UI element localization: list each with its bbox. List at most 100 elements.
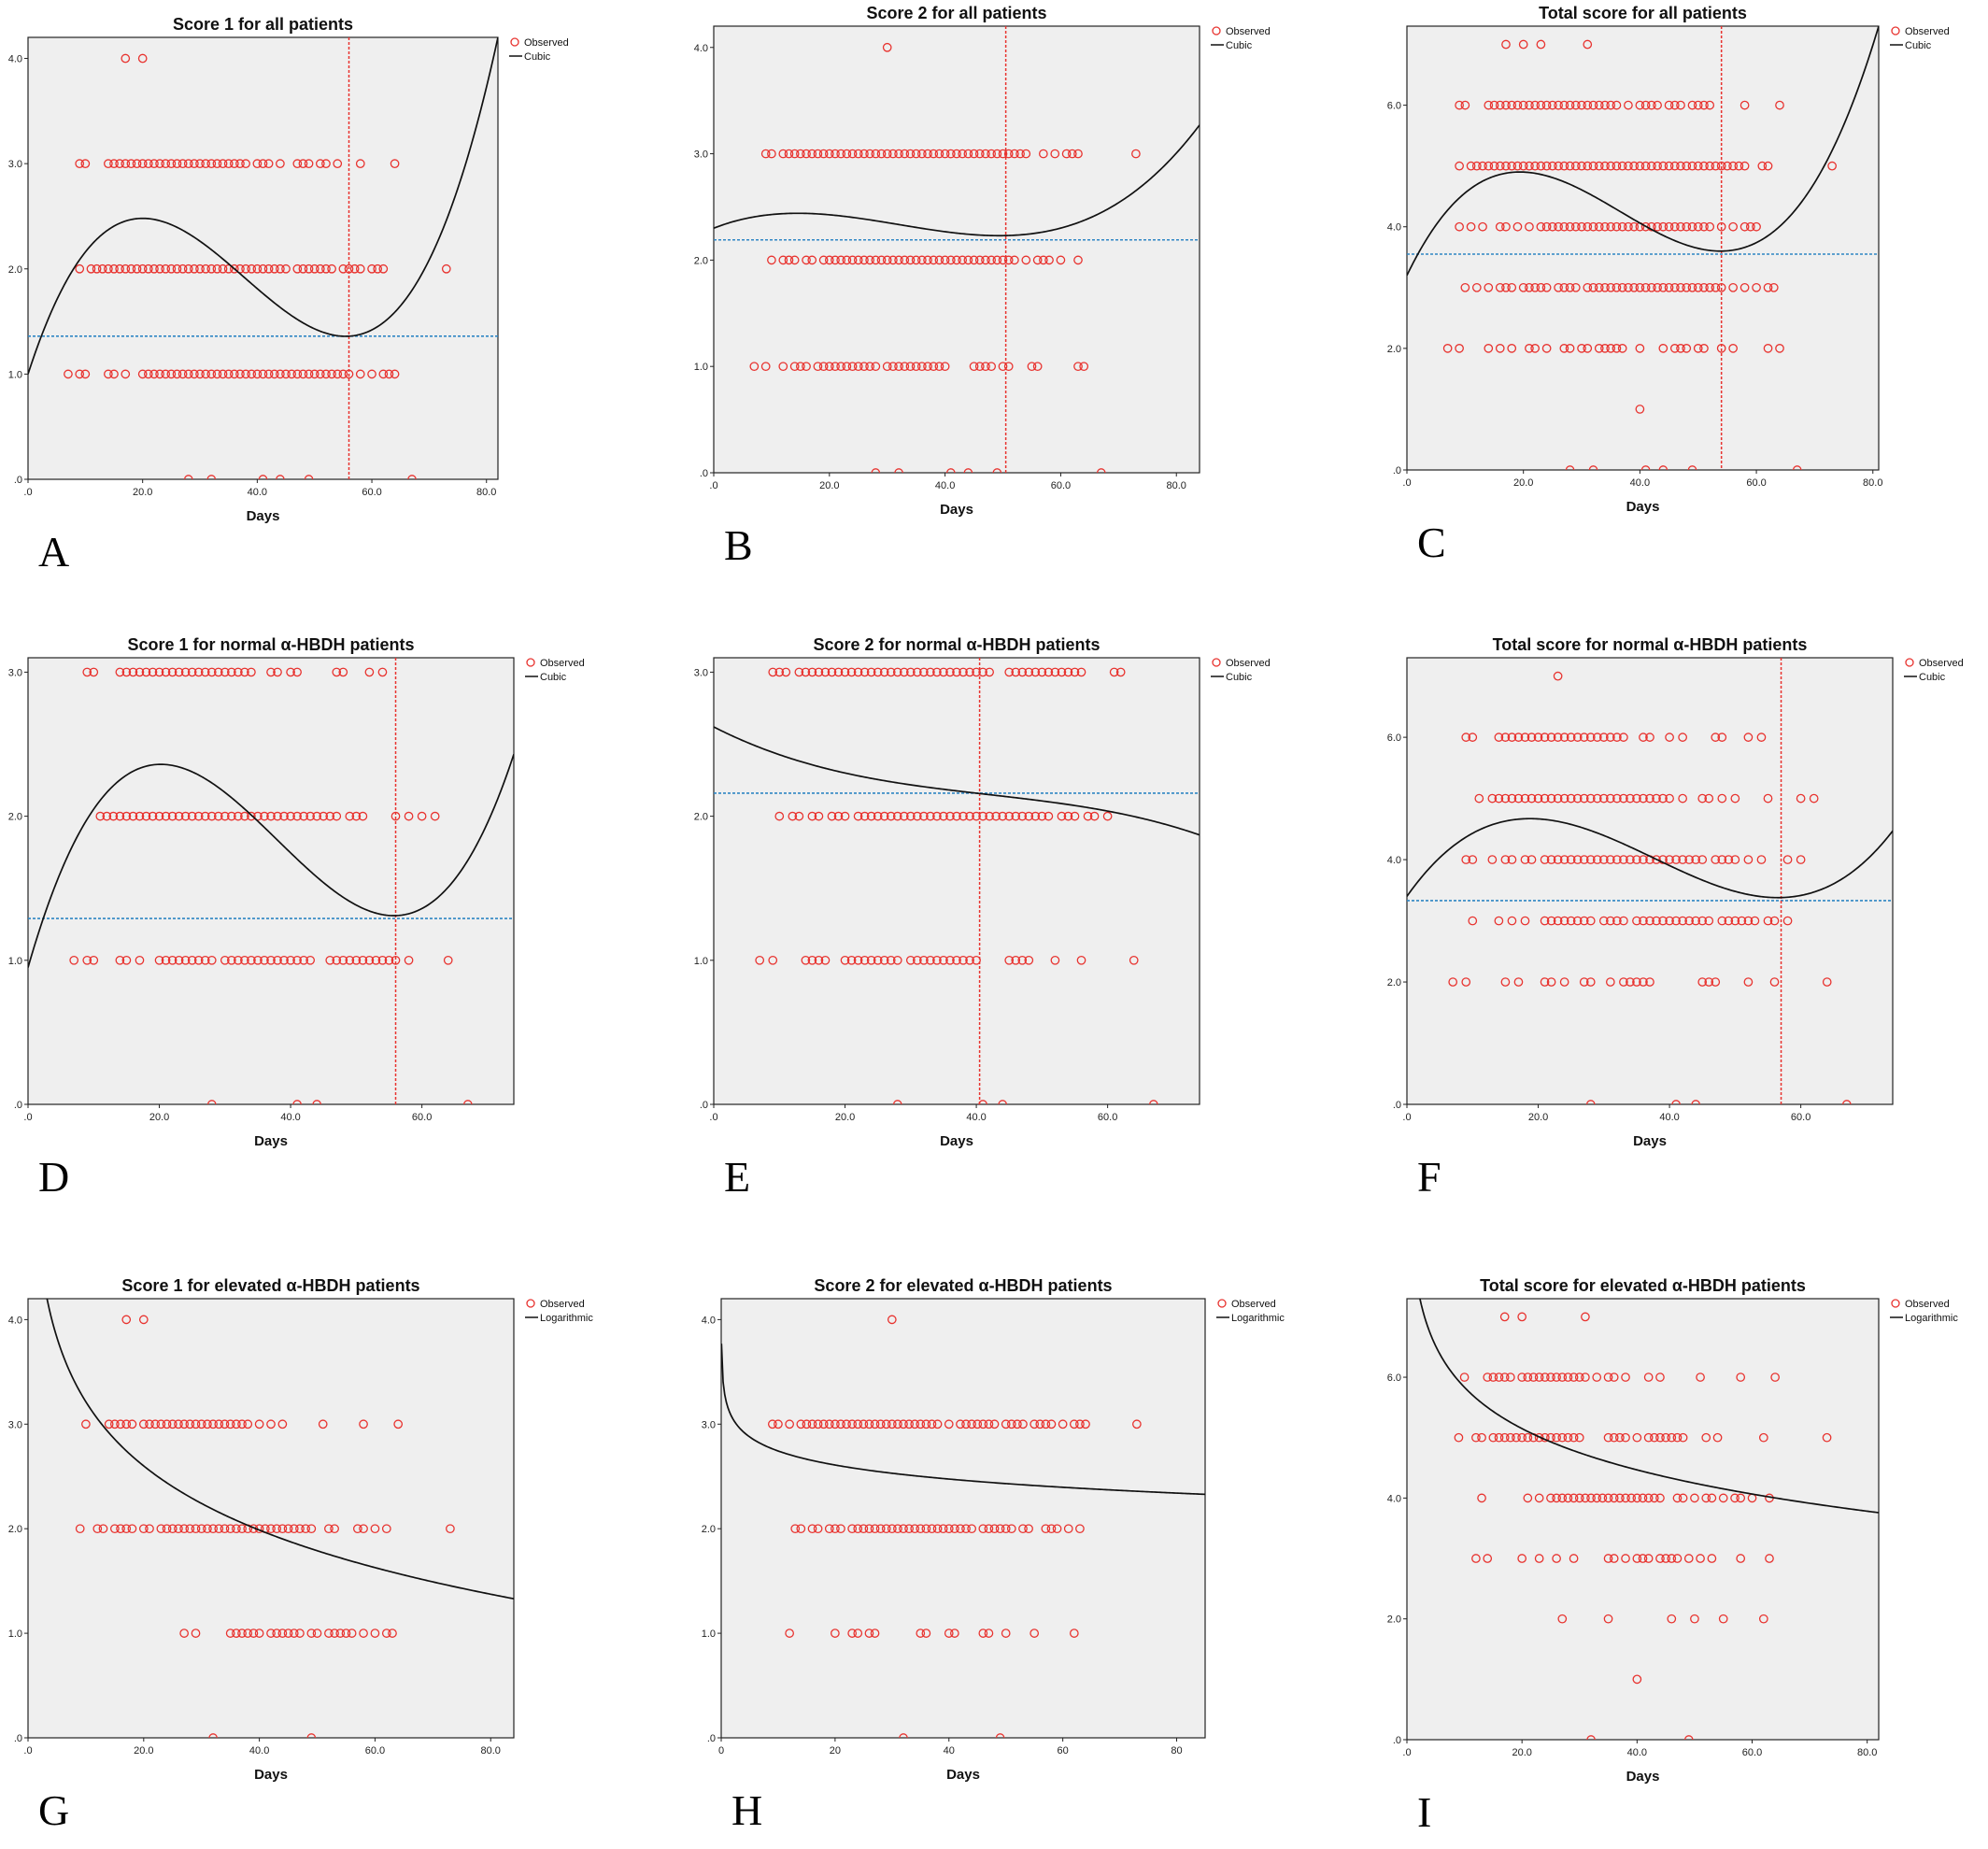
observed-point (266, 1419, 276, 1429)
observed-point (788, 811, 798, 821)
observed-point (1669, 221, 1680, 232)
observed-point (952, 255, 961, 265)
observed-point (1044, 811, 1054, 821)
observed-point (820, 955, 831, 965)
observed-point (358, 811, 368, 821)
observed-point (1752, 221, 1761, 232)
x-tick-label: .0 (23, 1112, 32, 1123)
observed-point (789, 149, 800, 159)
x-axis-label: Days (247, 508, 280, 524)
observed-point (167, 667, 178, 677)
observed-point (155, 369, 164, 379)
observed-point (260, 811, 269, 821)
observed-point (1728, 161, 1738, 171)
observed-point (911, 362, 921, 372)
observed-point (1605, 855, 1615, 864)
observed-point (774, 811, 785, 821)
observed-point (273, 667, 282, 677)
observed-point (172, 159, 182, 168)
observed-point (287, 369, 297, 379)
panel-label: C (1417, 519, 1446, 566)
observed-point (1665, 793, 1674, 804)
observed-point (940, 362, 950, 372)
observed-point (1454, 1432, 1464, 1443)
observed-point (126, 159, 136, 168)
observed-point (1699, 282, 1709, 292)
observed-point (1612, 344, 1622, 353)
observed-point (1495, 221, 1505, 232)
observed-point (367, 369, 376, 379)
observed-point (247, 955, 256, 965)
x-tick-label: 40.0 (280, 1112, 300, 1123)
observed-point (1570, 221, 1581, 232)
observed-point (1574, 1493, 1584, 1503)
observed-point (916, 1419, 926, 1429)
observed-point (853, 255, 863, 265)
observed-point (203, 1524, 212, 1534)
observed-point (1645, 977, 1654, 987)
observed-point (1678, 916, 1687, 926)
observed-point (1565, 465, 1575, 470)
observed-point (1001, 1524, 1011, 1534)
observed-point (1707, 1554, 1717, 1563)
observed-point (1512, 100, 1523, 110)
observed-point (910, 1524, 920, 1534)
observed-point (286, 811, 295, 821)
x-tick-label: .0 (1402, 1112, 1411, 1123)
observed-point (894, 149, 903, 159)
observed-point (768, 667, 778, 677)
observed-point (220, 811, 230, 821)
observed-point (1494, 1432, 1504, 1443)
observed-point (969, 362, 979, 372)
observed-point (1658, 221, 1668, 232)
observed-point (384, 369, 394, 379)
observed-point (172, 263, 182, 274)
observed-point (292, 159, 303, 168)
observed-point (900, 255, 910, 265)
y-tick-label: 2.0 (702, 1524, 716, 1535)
observed-point (1466, 221, 1476, 232)
plot-marks (1419, 1299, 1879, 1740)
observed-point (1624, 282, 1633, 292)
observed-point (404, 955, 414, 965)
observed-point (1579, 916, 1589, 926)
legend-label: Logarithmic (1905, 1313, 1958, 1324)
observed-point (1621, 1554, 1630, 1563)
observed-point (390, 955, 401, 965)
observed-point (1579, 977, 1589, 987)
observed-point (212, 369, 222, 379)
observed-point (226, 667, 236, 677)
observed-point (1030, 811, 1041, 821)
observed-point (1705, 221, 1715, 232)
observed-point (247, 811, 256, 821)
observed-point (1565, 161, 1575, 171)
observed-point (200, 955, 210, 965)
observed-point (1697, 977, 1708, 987)
legend-label: Observed (1919, 658, 1964, 669)
observed-point (802, 362, 811, 372)
observed-point (1581, 1493, 1590, 1503)
observed-point (161, 667, 171, 677)
fit-curve (714, 726, 1200, 836)
observed-point (807, 811, 817, 821)
observed-point (973, 1419, 983, 1429)
observed-point (208, 1524, 218, 1534)
legend-label: Observed (1905, 1299, 1950, 1310)
observed-point (1667, 1554, 1677, 1563)
observed-point (873, 955, 883, 965)
observed-point (195, 263, 205, 274)
observed-point (214, 1419, 224, 1429)
y-tick-label: .0 (14, 475, 22, 486)
observed-point (981, 255, 990, 265)
observed-point (1488, 1432, 1498, 1443)
observed-point (1592, 1373, 1602, 1382)
observed-point (1609, 1493, 1619, 1503)
observed-point (104, 263, 113, 274)
observed-point (1718, 1614, 1728, 1624)
observed-point (965, 811, 974, 821)
observed-point (1507, 855, 1517, 864)
observed-point (1500, 793, 1511, 804)
observed-point (1711, 977, 1721, 987)
observed-point (985, 667, 994, 677)
observed-point (1525, 344, 1534, 353)
